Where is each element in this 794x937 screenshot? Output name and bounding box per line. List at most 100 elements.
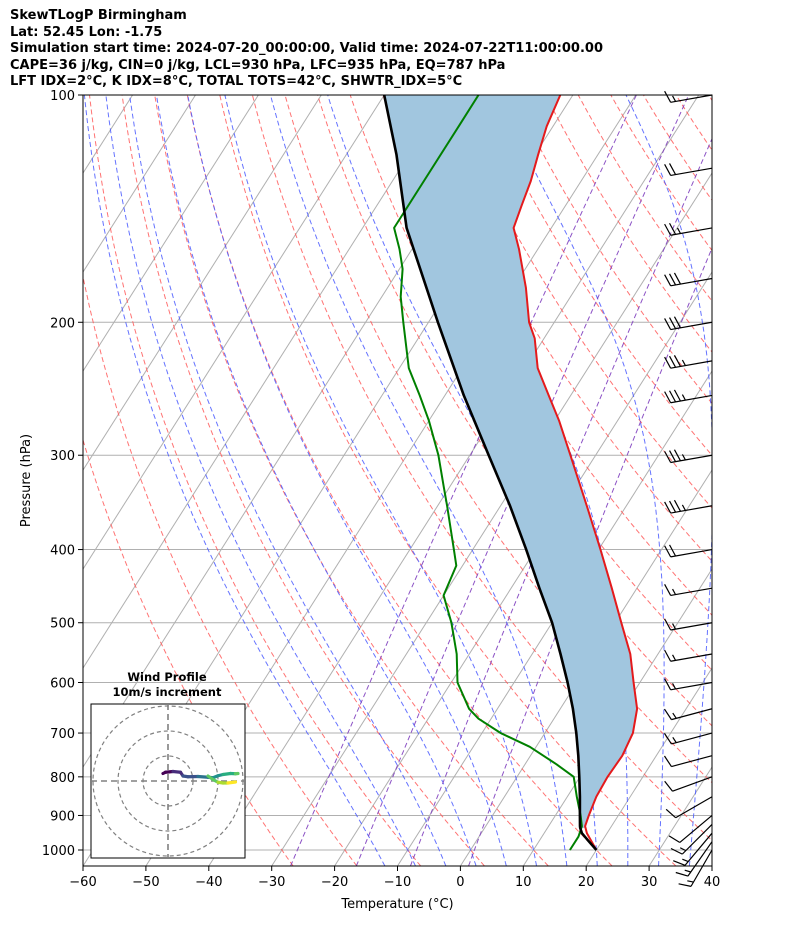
wind-barb [663, 708, 713, 721]
wind-barb-staff [670, 587, 713, 597]
wind-barb-flag [669, 355, 677, 368]
wind-barb-flag [664, 391, 672, 404]
isotherm-gridline [83, 95, 322, 471]
wind-barb-flag [673, 499, 682, 512]
dry-adiabat [83, 438, 294, 866]
wind-barb-flag [664, 164, 672, 176]
wind-barb-staff [679, 814, 713, 843]
wind-barb-flag [664, 584, 672, 596]
wind-barb-flag [669, 544, 677, 557]
wind-barb [664, 499, 713, 514]
dry-adiabat [741, 95, 794, 866]
wind-barb-staff [670, 321, 713, 331]
isotherm-gridline [0, 95, 7, 866]
wind-barb-flag [664, 318, 672, 330]
y-tick-label: 100 [50, 89, 75, 104]
wind-barb-staff [671, 732, 713, 745]
wind-barb [664, 544, 713, 558]
wind-barb-column [663, 90, 713, 887]
moist-adiabat [129, 95, 447, 866]
wind-barb [664, 678, 713, 691]
y-tick-label: 900 [50, 809, 75, 824]
wind-barb-staff [670, 394, 713, 404]
wind-barb-half-flag [672, 623, 677, 630]
isotherm-gridline [775, 95, 794, 866]
dry-adiabat [480, 95, 712, 457]
y-tick-label: 1000 [42, 844, 75, 859]
dewpoint-profile [393, 95, 583, 851]
x-tick-label: −40 [195, 875, 222, 890]
moist-adiabat [105, 95, 416, 866]
y-tick-label: 300 [50, 449, 75, 464]
wind-barb [663, 732, 713, 745]
wind-barb-flag [665, 808, 677, 819]
wind-barb [664, 389, 713, 404]
x-tick-label: 0 [456, 875, 464, 890]
wind-barb-staff [672, 776, 713, 792]
dry-adiabat [675, 95, 712, 151]
wind-barb [664, 272, 713, 287]
wind-barb-half-flag [681, 454, 686, 461]
wind-barb-half-flag [672, 683, 677, 690]
wind-barb-staff [670, 505, 713, 514]
wind-barb [664, 776, 713, 792]
wind-barb [675, 841, 713, 877]
y-tick-label: 400 [50, 544, 75, 559]
wind-barb-flag [673, 860, 686, 866]
hodograph-segment [196, 774, 210, 779]
dry-adiabat [610, 95, 712, 252]
wind-barb-half-flag [687, 880, 694, 883]
wind-barb [665, 796, 713, 819]
wind-barb-staff [670, 454, 713, 464]
wind-barb-staff [684, 832, 713, 866]
x-tick-label: 20 [578, 875, 595, 890]
wind-barb-flag [673, 355, 682, 367]
wind-barb-flag [664, 223, 672, 236]
wind-barb-flag [670, 847, 683, 855]
isotherm-gridline [648, 766, 712, 866]
wind-barb-flag [664, 649, 672, 662]
y-axis-label: Pressure (hPa) [19, 434, 34, 527]
axes-layer: −60 −50 −40 −30 −20 −10 0 10 20 30 40 1000 900 800 700… [19, 89, 720, 912]
dry-adiabat [154, 95, 549, 866]
x-axis-label: Temperature (°C) [340, 897, 453, 912]
wind-barb-flag [678, 883, 692, 887]
wind-barb-flag [664, 274, 672, 287]
wind-barb-flag [673, 272, 682, 285]
wind-barb-half-flag [679, 847, 687, 852]
wind-barb-flag [673, 389, 682, 402]
wind-barb-half-flag [672, 95, 677, 102]
wind-barb-flag [664, 780, 674, 792]
wind-barb [673, 832, 713, 866]
dry-adiabat [642, 95, 712, 201]
wind-barb-flag [664, 678, 672, 691]
wind-barb-half-flag [672, 712, 677, 719]
wind-barb-flag [673, 449, 682, 462]
cape-area [384, 95, 638, 828]
cape-line: CAPE=36 j/kg, CIN=0 j/kg, LCL=930 hPa, L… [10, 57, 506, 73]
wind-barb-staff [670, 94, 713, 103]
plot-area [0, 95, 794, 866]
wind-barb-flag [663, 755, 672, 767]
wind-barb [678, 849, 713, 887]
wind-barb-half-flag [684, 869, 691, 873]
isotherm-gridline [711, 865, 712, 866]
inset-subtitle: 10m/s increment [113, 685, 222, 699]
wind-barb [664, 649, 713, 662]
inset-contents [91, 704, 245, 858]
wind-barb-half-flag [681, 504, 686, 511]
wind-barb-staff [690, 849, 713, 887]
wind-barb [664, 584, 713, 597]
dry-adiabat [251, 95, 712, 842]
wind-barb-staff [670, 227, 713, 236]
wind-barb-staff [681, 824, 713, 855]
time-line: Simulation start time: 2024-07-20_00:00:… [10, 41, 603, 56]
wind-barb [664, 163, 713, 177]
wind-barb-staff [670, 167, 713, 177]
isotherm-gridline [0, 95, 70, 866]
dry-adiabat [219, 95, 677, 866]
isotherm-gridline [83, 95, 448, 669]
wind-barb-flag [663, 733, 672, 745]
wind-barb-flag [669, 222, 677, 235]
wind-barb-flag [669, 500, 677, 513]
